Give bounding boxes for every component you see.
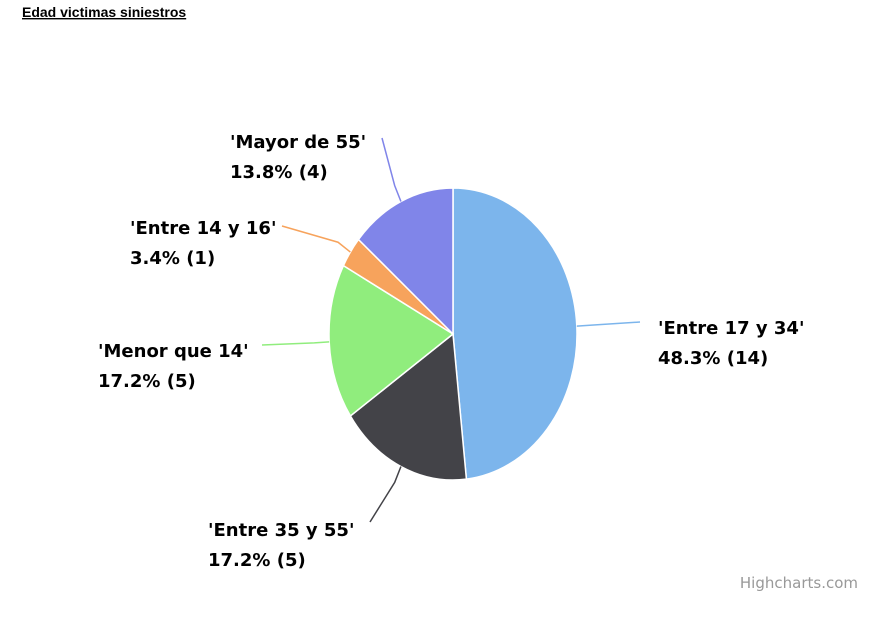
data-label-value: 13.8% (4) bbox=[230, 162, 328, 183]
data-label-value: 17.2% (5) bbox=[98, 371, 196, 392]
connector bbox=[281, 225, 351, 253]
data-label-name: 'Entre 14 y 16' bbox=[130, 218, 276, 239]
connector bbox=[369, 466, 402, 523]
pie-slice bbox=[349, 332, 468, 481]
pie-slice bbox=[357, 187, 454, 336]
data-label-name: 'Entre 17 y 34' bbox=[658, 318, 804, 339]
connector bbox=[261, 341, 330, 346]
connector bbox=[576, 321, 641, 327]
pie-slice bbox=[328, 264, 455, 418]
chart-title: Edad victimas siniestros bbox=[22, 4, 186, 20]
data-label-value: 17.2% (5) bbox=[208, 550, 306, 571]
pie-slice bbox=[452, 187, 578, 480]
data-label-name: 'Entre 35 y 55' bbox=[208, 520, 354, 541]
data-label-name: 'Menor que 14' bbox=[98, 341, 249, 362]
data-label-value: 48.3% (14) bbox=[658, 348, 768, 369]
data-label-name: 'Mayor de 55' bbox=[230, 132, 366, 153]
connector bbox=[381, 137, 402, 202]
data-label-value: 3.4% (1) bbox=[130, 248, 215, 269]
credits[interactable]: Highcharts.com bbox=[740, 574, 858, 592]
